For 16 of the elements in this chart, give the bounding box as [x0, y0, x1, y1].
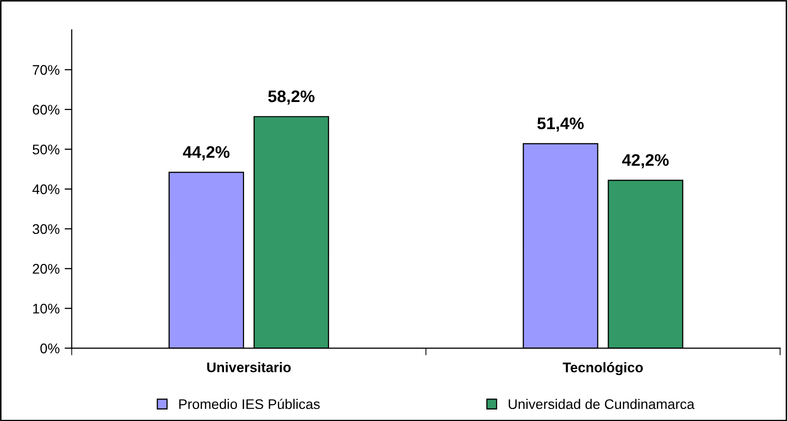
y-tick-label: 60%	[32, 104, 60, 115]
y-tick-label: 0%	[40, 344, 60, 354]
y-tick-label: 70%	[32, 65, 60, 75]
legend-label: Universidad de Cundinamarca	[508, 398, 695, 410]
y-tick-label: 20%	[32, 264, 60, 274]
legend-label: Promedio IES Públicas	[179, 398, 320, 410]
data-label: 51,4%	[537, 118, 584, 132]
y-tick-label: 30%	[32, 224, 60, 234]
data-label: 58,2%	[268, 90, 315, 105]
x-tick-label: Universitario	[207, 362, 291, 372]
y-tick-label: 40%	[32, 184, 60, 194]
y-tick-label: 50%	[32, 144, 60, 154]
data-label: 44,2%	[182, 146, 230, 160]
y-tick-label: 10%	[33, 304, 60, 314]
x-tick-label: Tecnológico	[562, 362, 643, 376]
data-label: 42,2%	[622, 154, 669, 168]
